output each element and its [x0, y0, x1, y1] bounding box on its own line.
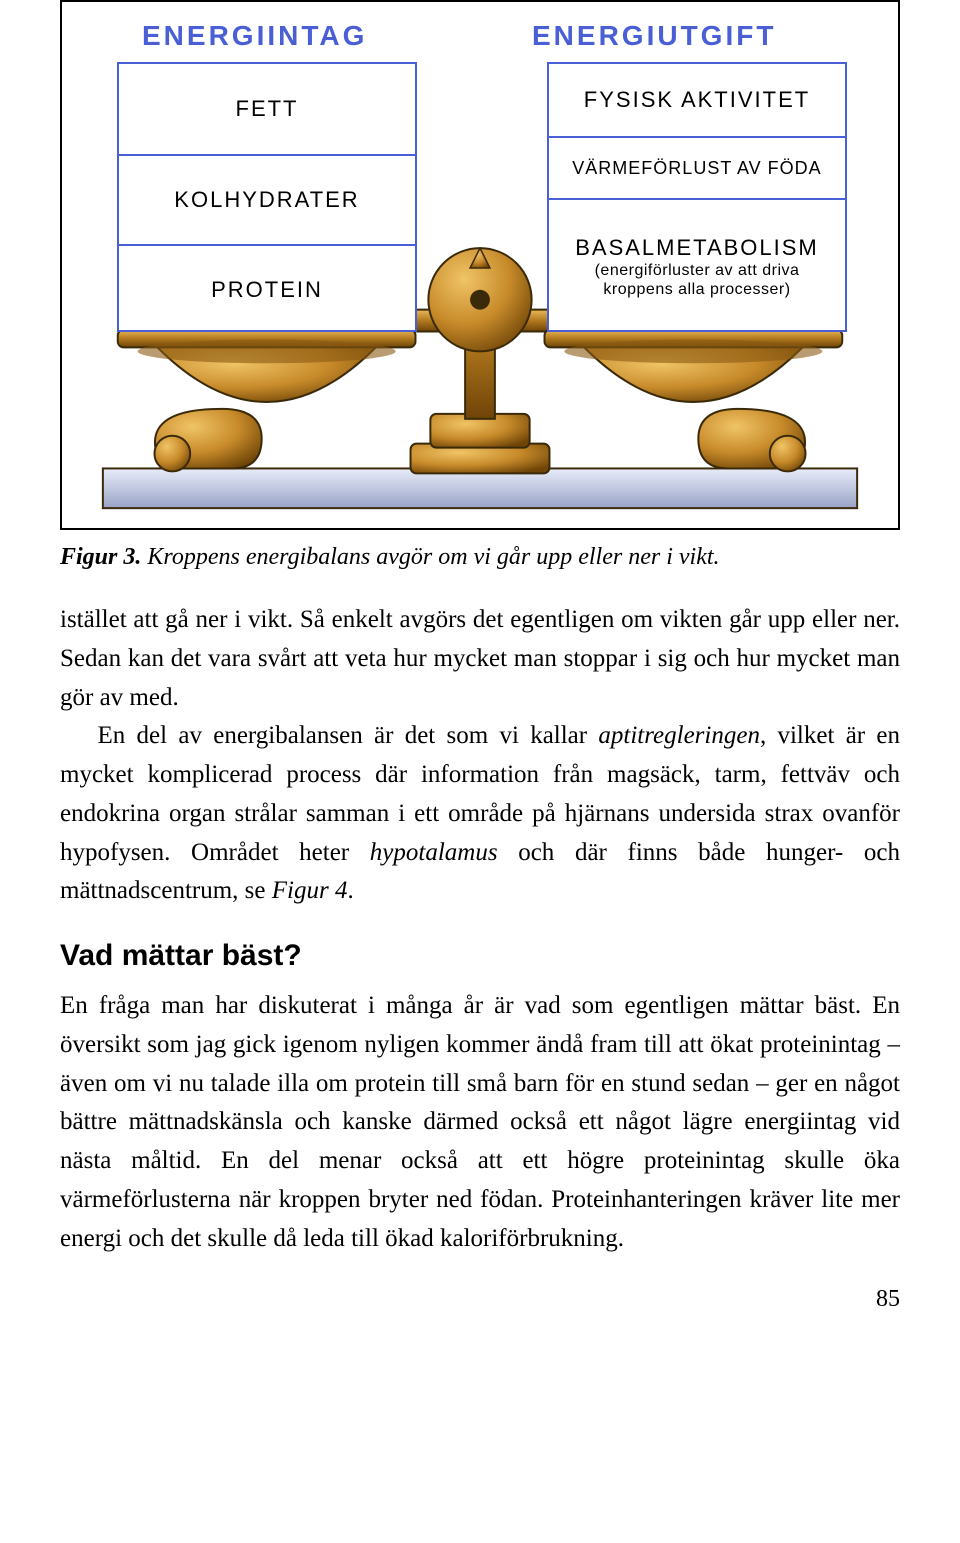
- right-row-2-sub2: kroppens alla processer): [603, 280, 790, 299]
- p1-t2b: aptitregleringen: [598, 722, 760, 749]
- page-number: 85: [60, 1286, 900, 1313]
- caption-label: Figur 3.: [60, 544, 141, 570]
- left-row-1: KOLHYDRATER: [119, 154, 415, 244]
- section-heading: Vad mättar bäst?: [60, 939, 900, 973]
- left-row-2: PROTEIN: [119, 244, 415, 334]
- right-row-2: BASALMETABOLISM (energiförluster av att …: [549, 198, 845, 334]
- left-header: ENERGIINTAG: [142, 20, 367, 52]
- caption-text: Kroppens energibalans avgör om vi går up…: [147, 544, 719, 570]
- left-row-2-text: PROTEIN: [211, 277, 323, 303]
- right-row-0: FYSISK AKTIVITET: [549, 64, 845, 136]
- left-row-0: FETT: [119, 64, 415, 154]
- right-row-2-sub1: (energiförluster av att driva: [595, 261, 800, 280]
- right-row-1-text: VÄRMEFÖRLUST AV FÖDA: [572, 158, 821, 179]
- paragraph-1: istället att gå ner i vikt. Så enkelt av…: [60, 601, 900, 911]
- p1-t1: istället att gå ner i vikt. Så enkelt av…: [60, 606, 900, 711]
- right-panel: FYSISK AKTIVITET VÄRMEFÖRLUST AV FÖDA BA…: [547, 62, 847, 332]
- right-row-1: VÄRMEFÖRLUST AV FÖDA: [549, 136, 845, 198]
- left-row-0-text: FETT: [236, 96, 299, 122]
- figure-graphic: ENERGIINTAG ENERGIUTGIFT FETT KOLHYDRATE…: [62, 2, 898, 528]
- p1-t2a: En del av energibalansen är det som vi k…: [98, 722, 599, 749]
- right-header: ENERGIUTGIFT: [532, 20, 776, 52]
- p1-t2g: .: [347, 877, 353, 904]
- figure-frame: ENERGIINTAG ENERGIUTGIFT FETT KOLHYDRATE…: [60, 0, 900, 530]
- figure-caption: Figur 3. Kroppens energibalans avgör om …: [60, 544, 900, 571]
- right-row-0-text: FYSISK AKTIVITET: [584, 87, 810, 113]
- left-panel: FETT KOLHYDRATER PROTEIN: [117, 62, 417, 332]
- left-row-1-text: KOLHYDRATER: [174, 187, 359, 213]
- right-row-2-text: BASALMETABOLISM: [575, 235, 819, 261]
- paragraph-2: En fråga man har diskuterat i många år ä…: [60, 987, 900, 1258]
- p1-t2f: Figur 4: [272, 877, 348, 904]
- p1-t2d: hypotalamus: [370, 839, 498, 866]
